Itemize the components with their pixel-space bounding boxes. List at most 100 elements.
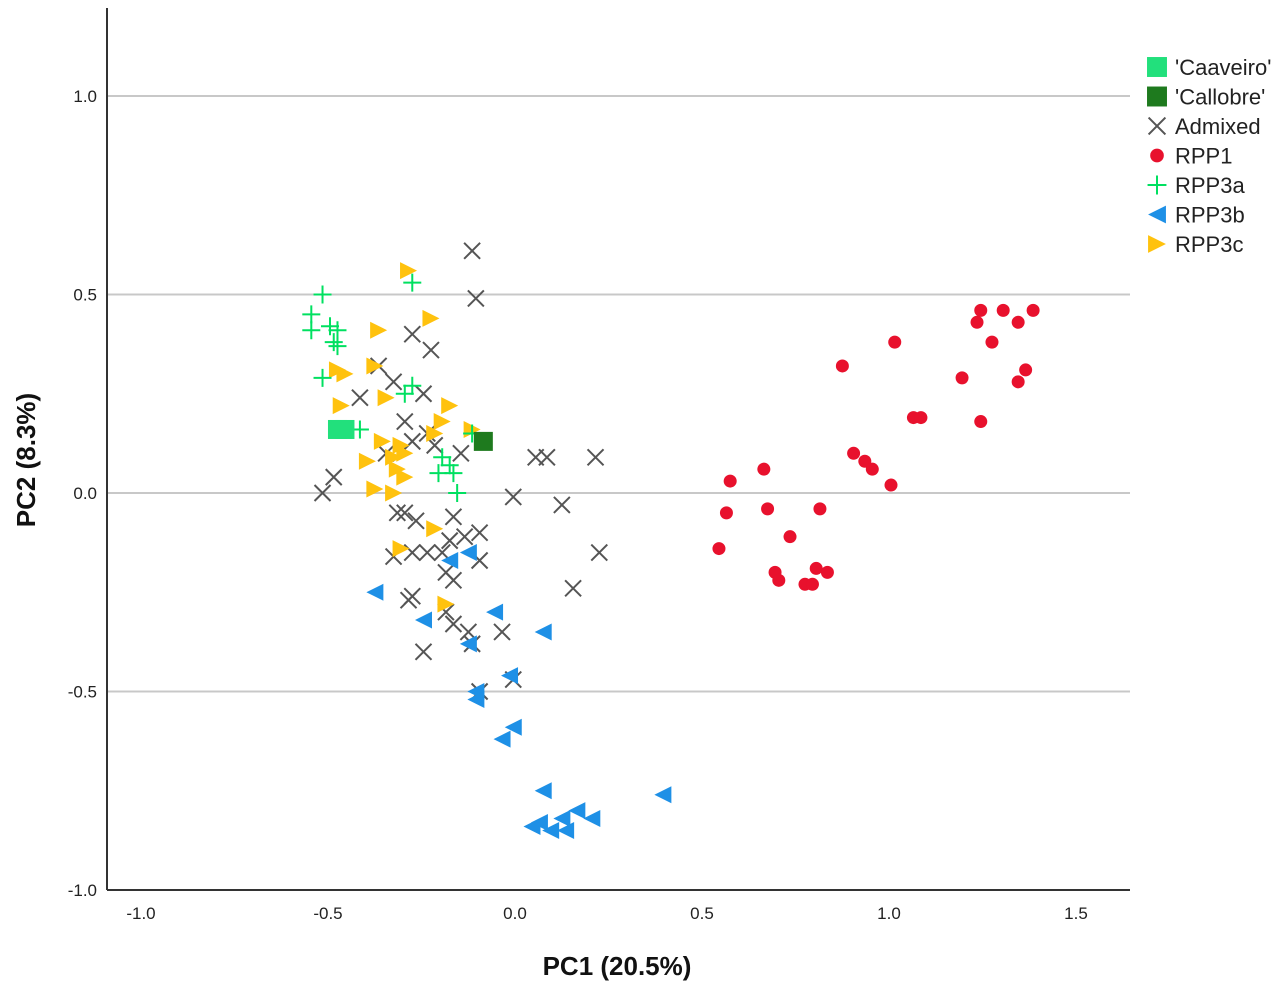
point-rpp1: [805, 577, 819, 591]
point-rpp3c: [426, 520, 444, 538]
legend-label-rpp3c: RPP3c: [1175, 232, 1243, 257]
legend-marker-admixed: [1147, 116, 1167, 136]
y-tick-label: 0.5: [73, 286, 97, 305]
x-tick-label: 0.5: [690, 904, 714, 923]
point-rpp3c: [377, 389, 395, 407]
point-rpp3b: [542, 821, 560, 839]
point-rpp3b: [415, 611, 432, 629]
point-rpp3c: [358, 452, 376, 470]
point-rpp3c: [373, 432, 391, 450]
point-admixed: [396, 412, 414, 431]
point-rpp3b: [534, 782, 552, 800]
point-rpp3a: [448, 484, 467, 502]
point-rpp3b: [366, 583, 384, 601]
point-rpp3a: [328, 337, 347, 356]
y-axis-title: PC2 (8.3%): [11, 393, 41, 527]
point-admixed: [444, 615, 463, 633]
point-admixed: [586, 448, 605, 466]
point-admixed: [388, 504, 407, 522]
legend-marker-rpp3a: [1147, 175, 1167, 195]
point-rpp3b: [530, 814, 548, 832]
point-rpp1: [974, 303, 988, 317]
point-rpp1: [914, 411, 928, 425]
point-rpp1: [888, 335, 902, 349]
point-rpp1: [955, 371, 969, 385]
point-admixed: [403, 587, 421, 605]
point-admixed: [538, 448, 556, 466]
x-tick-label: -1.0: [126, 904, 155, 923]
point-rpp1: [974, 415, 988, 429]
point-rpp1: [996, 303, 1010, 317]
point-admixed: [418, 543, 436, 562]
point-rpp1: [712, 542, 726, 556]
point-admixed: [470, 523, 489, 542]
point-rpp3c: [366, 480, 384, 498]
point-rpp3a: [444, 464, 463, 483]
point-admixed: [440, 531, 459, 550]
point-rpp3b: [534, 623, 552, 641]
point-rpp3b: [553, 810, 571, 828]
axes: [106, 8, 1130, 891]
point-rpp1: [970, 315, 984, 329]
point-rpp3c: [392, 540, 410, 558]
point-rpp1: [847, 446, 861, 460]
point-rpp1: [813, 502, 827, 516]
legend-marker-rpp1: [1150, 148, 1164, 163]
point-rpp1: [820, 565, 834, 579]
point-rpp3a: [403, 376, 422, 395]
x-tick-label: -0.5: [313, 904, 342, 923]
point-admixed: [313, 484, 332, 502]
point-rpp3a: [324, 333, 343, 352]
point-rpp1: [884, 478, 898, 492]
point-rpp3c: [396, 468, 414, 486]
point-rpp3a: [302, 321, 321, 340]
point-admixed: [590, 543, 608, 562]
point-rpp1: [757, 462, 771, 476]
y-tick-label: 1.0: [73, 87, 97, 106]
point-admixed: [455, 527, 474, 546]
point-admixed: [384, 373, 403, 391]
point-rpp3a: [313, 285, 332, 304]
point-rpp3c: [332, 397, 350, 415]
y-tick-label: -0.5: [68, 683, 97, 702]
point-rpp3c: [437, 595, 455, 613]
point-callobre: [473, 431, 493, 451]
legend-label-rpp3a: RPP3a: [1175, 173, 1245, 198]
point-rpp3b: [557, 821, 575, 839]
point-rpp3a: [328, 321, 347, 340]
point-admixed: [422, 341, 440, 359]
legend-label-rpp1: RPP1: [1175, 144, 1232, 169]
point-rpp3c: [366, 357, 384, 375]
point-admixed: [407, 512, 425, 530]
point-admixed: [403, 543, 421, 562]
point-rpp3c: [385, 484, 403, 502]
point-admixed: [553, 496, 571, 514]
point-rpp3b: [486, 603, 504, 621]
point-rpp3c: [422, 309, 440, 327]
point-rpp1: [809, 561, 823, 575]
y-tick-labels: -1.0 -0.5 0.0 0.5 1.0: [68, 87, 97, 900]
point-rpp3b: [459, 635, 477, 653]
point-admixed: [414, 385, 433, 403]
point-rpp3a: [433, 448, 452, 467]
point-rpp1: [723, 474, 737, 488]
x-tick-label: 0.0: [503, 904, 527, 923]
point-rpp1: [719, 506, 733, 520]
point-rpp1: [985, 335, 999, 349]
legend-label-callobre: 'Callobre': [1175, 85, 1265, 110]
point-rpp3b: [467, 690, 485, 708]
point-admixed: [452, 444, 470, 463]
legend-marker-caaveiro: [1147, 57, 1167, 77]
point-admixed: [396, 504, 414, 522]
y-tick-label: -1.0: [68, 881, 97, 900]
point-admixed: [325, 468, 343, 486]
point-rpp1: [1026, 303, 1040, 317]
point-rpp1: [865, 462, 879, 476]
point-rpp3b: [459, 544, 477, 562]
data-points: [302, 242, 1040, 839]
point-rpp3c: [370, 321, 388, 339]
point-admixed: [414, 643, 433, 661]
point-admixed: [564, 579, 582, 597]
gridlines: [107, 95, 1130, 693]
